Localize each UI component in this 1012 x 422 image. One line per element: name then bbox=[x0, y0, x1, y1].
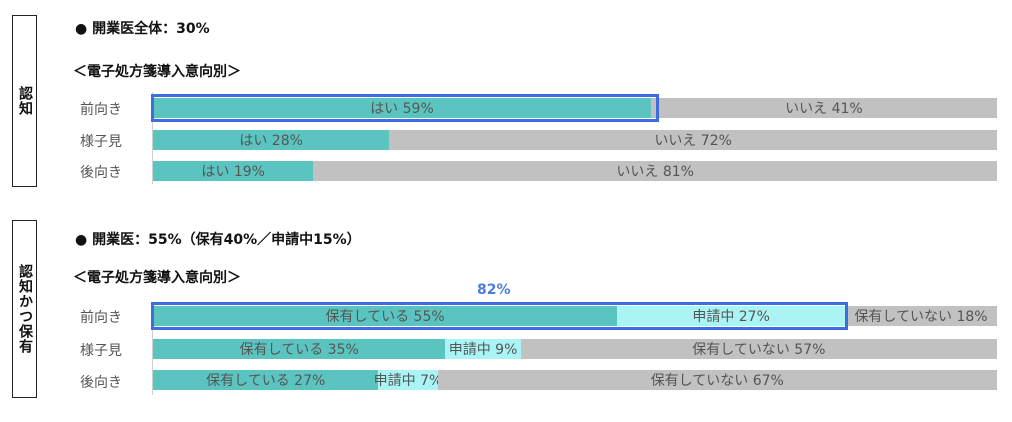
chart1-no-segment: いいえ 72% bbox=[389, 130, 997, 150]
chart1-yes-segment: はい 19% bbox=[153, 161, 314, 181]
chart2-held-segment: 保有している 35% bbox=[153, 339, 446, 359]
chart2-not-held-segment: 保有していない 67% bbox=[437, 370, 997, 390]
chart1-no-segment: いいえ 41% bbox=[650, 98, 997, 118]
chart1-bar-row: はい 28% いいえ 72% bbox=[153, 130, 997, 150]
chart2-bar-row: 保有している 55% 申請中 27% 保有していない 18% bbox=[153, 306, 997, 326]
chart2-not-held-segment: 保有していない 57% bbox=[520, 339, 997, 359]
section1-subheading: ＜電子処方箋導入意向別＞ bbox=[73, 64, 241, 80]
chart2-applying-segment: 申請中 7% bbox=[374, 370, 442, 390]
chart1-row-label: 後向き bbox=[80, 165, 122, 181]
chart2-applying-segment: 申請中 9% bbox=[445, 339, 521, 359]
section2-heading: ● 開業医：55%（保有40%／申請中15%） bbox=[75, 232, 361, 248]
chart2-bar-row: 保有している 35% 申請中 9% 保有していない 57% bbox=[153, 339, 997, 359]
section1-axis-line bbox=[152, 92, 153, 184]
chart1-yes-segment: はい 59% bbox=[153, 98, 651, 118]
section1-heading: ● 開業医全体：30% bbox=[75, 21, 210, 37]
chart2-row-label: 様子見 bbox=[80, 343, 122, 359]
chart2-held-segment: 保有している 27% bbox=[153, 370, 379, 390]
chart1-row-label: 前向き bbox=[80, 102, 122, 118]
chart1-yes-segment: はい 28% bbox=[153, 130, 390, 150]
section1-side-label: 認知 bbox=[12, 15, 37, 187]
chart2-not-held-segment: 保有していない 18% bbox=[845, 306, 997, 326]
chart1-row-label: 様子見 bbox=[80, 134, 122, 150]
section2-axis-line bbox=[152, 302, 153, 395]
chart2-highlight-label: 82% bbox=[477, 282, 511, 298]
chart1-bar-row: はい 19% いいえ 81% bbox=[153, 161, 997, 181]
section2-side-label: 認知かつ保有 bbox=[12, 220, 37, 398]
chart2-held-segment: 保有している 55% bbox=[153, 306, 618, 326]
chart2-row-label: 後向き bbox=[80, 375, 122, 391]
chart2-applying-segment: 申請中 27% bbox=[617, 306, 846, 326]
chart2-row-label: 前向き bbox=[80, 310, 122, 326]
chart1-bar-row: はい 59% いいえ 41% bbox=[153, 98, 997, 118]
section2-subheading: ＜電子処方箋導入意向別＞ bbox=[73, 270, 241, 286]
chart1-no-segment: いいえ 81% bbox=[313, 161, 997, 181]
chart2-bar-row: 保有している 27% 申請中 7% 保有していない 67% bbox=[153, 370, 997, 390]
